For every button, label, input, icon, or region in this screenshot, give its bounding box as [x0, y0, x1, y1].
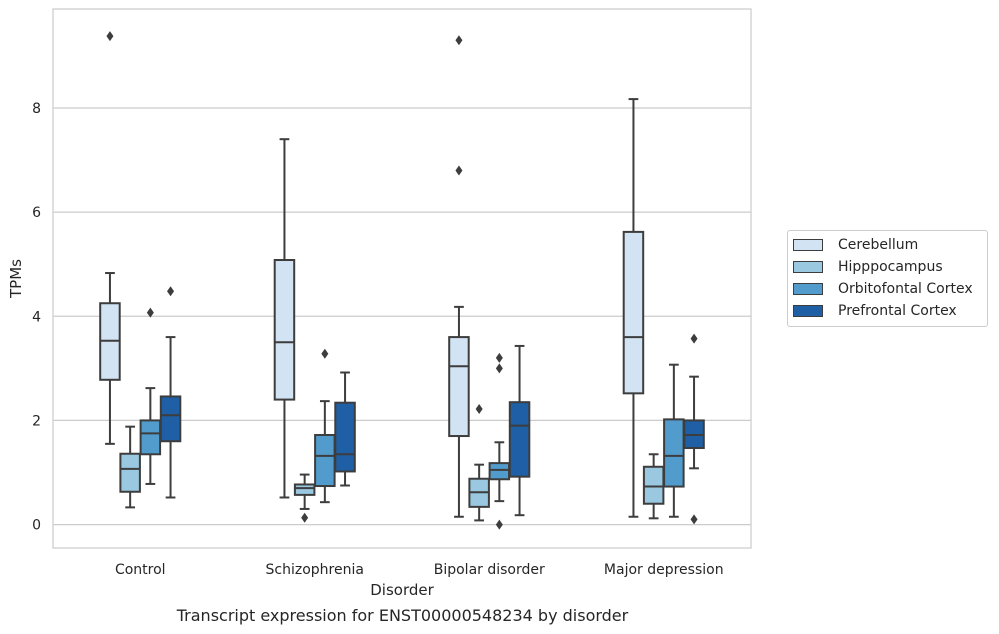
legend-item-cerebellum: Cerebellum	[788, 235, 918, 255]
x-axis-title: Disorder	[370, 581, 434, 599]
x-tick-label: Control	[115, 562, 166, 578]
legend: Cerebellum Hipppocampus Orbitofontal Cor…	[787, 230, 988, 327]
legend-swatch-orbitofrontal-cortex	[793, 283, 823, 295]
plot-frame	[52, 8, 752, 549]
series-prefrontal-cortex	[159, 286, 705, 525]
outlier-point	[495, 352, 503, 363]
box	[448, 336, 470, 438]
outlier-point	[495, 519, 503, 530]
box	[622, 230, 645, 395]
axes: 0 2 4 6 8 Control Schizophrenia Bipolar disorde…	[32, 101, 724, 578]
legend-label-cerebellum: Cerebellum	[838, 237, 919, 253]
outlier-point	[321, 348, 329, 359]
x-tick-label: Major depression	[604, 562, 724, 578]
legend-label-orbitofrontal-cortex: Orbitofontal Cortex	[838, 281, 973, 297]
legend-swatch-hippocampus	[793, 261, 823, 273]
outlier-point	[690, 514, 698, 525]
box	[159, 395, 182, 443]
legend-label-hippocampus: Hipppocampus	[838, 259, 943, 275]
y-tick-label: 8	[32, 101, 41, 117]
outlier-point	[106, 31, 114, 42]
series-cerebellum	[99, 31, 645, 518]
box	[334, 401, 356, 473]
grid-lines	[53, 107, 751, 526]
box	[273, 259, 296, 401]
legend-swatch-prefrontal-cortex	[793, 305, 823, 317]
legend-item-prefrontal-cortex: Prefrontal Cortex	[788, 301, 957, 321]
outlier-point	[455, 35, 463, 46]
legend-label-prefrontal-cortex: Prefrontal Cortex	[838, 303, 957, 319]
box	[293, 483, 316, 496]
figure-caption: Transcript expression for ENST0000054823…	[176, 606, 629, 625]
box	[663, 418, 685, 488]
outlier-point	[301, 512, 309, 523]
outlier-point	[167, 286, 175, 297]
box	[508, 401, 531, 478]
outlier-point	[475, 403, 483, 414]
legend-item-hippocampus: Hipppocampus	[788, 257, 943, 277]
box-plot-series	[99, 31, 705, 530]
x-tick-label: Bipolar disorder	[434, 562, 545, 578]
box	[642, 465, 665, 505]
box	[119, 452, 141, 493]
outlier-point	[146, 307, 154, 318]
series-orbitofrontal-cortex	[139, 307, 685, 530]
series-hippocampus	[119, 403, 665, 523]
y-tick-label: 2	[32, 413, 41, 429]
y-tick-label: 0	[32, 518, 41, 534]
outlier-point	[455, 165, 463, 176]
legend-item-orbitofrontal-cortex: Orbitofontal Cortex	[788, 279, 973, 299]
y-axis-title: TPMs	[7, 259, 25, 299]
y-tick-label: 4	[32, 309, 41, 325]
x-tick-label: Schizophrenia	[266, 562, 364, 578]
box	[488, 462, 511, 481]
box	[139, 419, 162, 456]
box	[314, 433, 336, 488]
outlier-point	[495, 363, 503, 374]
legend-swatch-cerebellum	[793, 239, 823, 251]
outlier-point	[690, 333, 698, 344]
y-tick-label: 6	[32, 205, 41, 221]
